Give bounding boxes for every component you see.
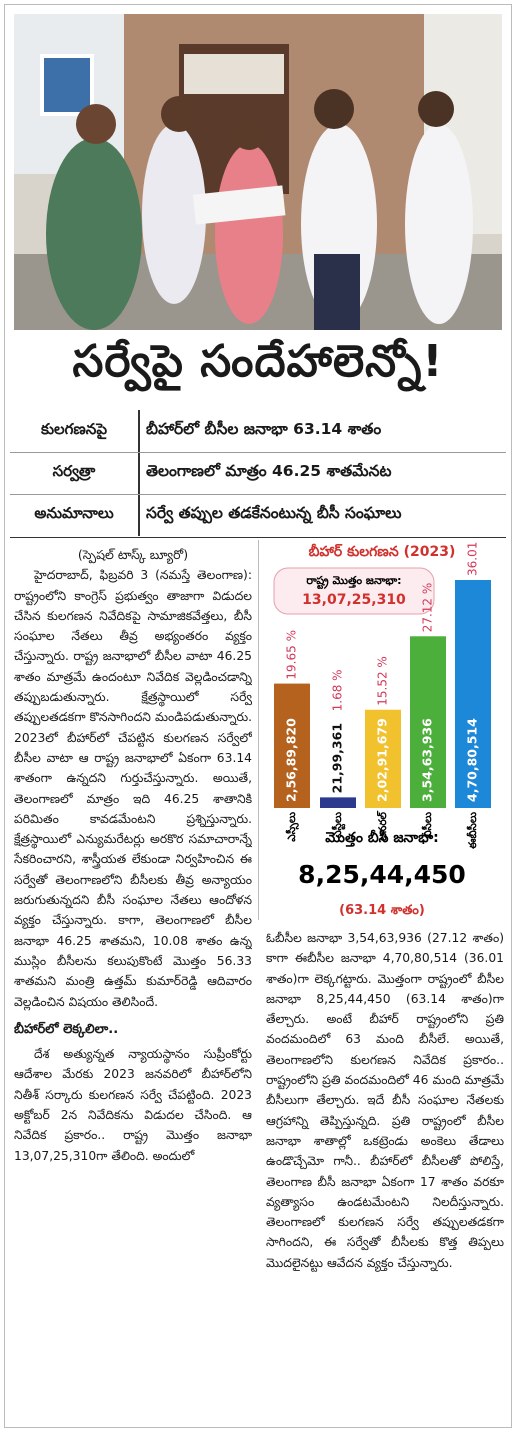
total-value: 13,07,25,310	[302, 592, 406, 608]
bar-text: 21,99,361	[330, 723, 345, 793]
bar	[365, 709, 401, 808]
chart: బీహార్ కులగణన (2023) రాష్ట్ర మొత్తం జనాభ…	[273, 540, 491, 918]
value-label: 19.65 %	[285, 630, 299, 680]
bar-text: 3,54,63,936	[420, 718, 435, 802]
bc-caption: మొత్తం బీసీ జనాభా:	[325, 829, 438, 847]
bar	[455, 580, 491, 808]
category-label: జనరల్	[376, 810, 389, 840]
photo	[14, 14, 502, 330]
left-column: (స్పెషల్ టాస్క్ బ్యూరో) హైదరాబాద్, ఫిబ్ర…	[14, 545, 252, 1423]
value-label: 15.52 %	[376, 656, 390, 706]
category-label: ఈబీసీలు	[466, 812, 479, 849]
column-rule	[258, 540, 259, 920]
subheading: బీహార్‌లో లెక్కలిలా..	[14, 1021, 119, 1037]
paragraph: హైదరాబాద్, ఫిబ్రవరి 3 (నమస్తే తెలంగాణ): …	[14, 568, 252, 1009]
total-box	[273, 567, 435, 615]
deck-rule	[10, 452, 506, 453]
deck-line: తెలంగాణలో మాత్రం 46.25 శాతమేనట	[146, 462, 392, 480]
value-label: 27.12 %	[421, 583, 435, 633]
right-column: ఓబీసీల జనాభా 3,54,63,936 (27.12 శాతం) కా…	[266, 928, 504, 1423]
bar-text: 2,02,91,679	[375, 718, 390, 802]
bc-share: (63.14 శాతం)	[339, 903, 425, 918]
total-caption: రాష్ట్ర మొత్తం జనాభా:	[306, 574, 401, 590]
deck-rule	[10, 494, 506, 495]
headline: సర్వేపై సందేహాలెన్నో!	[72, 336, 444, 387]
deck-rule	[10, 537, 506, 538]
value-label: 1.68 %	[331, 669, 345, 711]
bc-total: 8,25,44,450	[298, 860, 466, 889]
chart-title: బీహార్ కులగణన (2023)	[309, 543, 456, 560]
category-label: ఎస్టీలు	[331, 812, 346, 838]
bar	[410, 636, 446, 808]
category-label: బీసీలు	[421, 812, 434, 839]
paragraph: దేశ అత్యున్నత న్యాయస్థానం సుప్రీంకోర్టు …	[14, 1047, 252, 1163]
deck-label: అనుమానాలు	[34, 504, 114, 522]
bar-text: 2,56,89,820	[284, 718, 299, 802]
deck-line: బీహార్‌లో బీసీల జనాభా 63.14 శాతం	[146, 420, 382, 438]
paragraph: ఓబీసీల జనాభా 3,54,63,936 (27.12 శాతం) కా…	[266, 931, 504, 1270]
deck-label: సర్వత్రా	[52, 462, 96, 480]
bar	[320, 797, 356, 808]
deck-label: కులగణనపై	[41, 420, 107, 438]
deck-line: సర్వే తప్పుల తడకేనంటున్న బీసీ సంఘాలు	[146, 504, 402, 522]
byline: (స్పెషల్ టాస్క్ బ్యూరో)	[77, 547, 189, 562]
deck-divider	[138, 410, 140, 536]
bar-text: 4,70,80,514	[465, 718, 480, 802]
bar	[274, 683, 310, 808]
clip-border	[4, 4, 512, 1428]
value-label: 36.01 %	[466, 540, 480, 576]
category-label: ఎస్సీలు	[285, 812, 299, 842]
